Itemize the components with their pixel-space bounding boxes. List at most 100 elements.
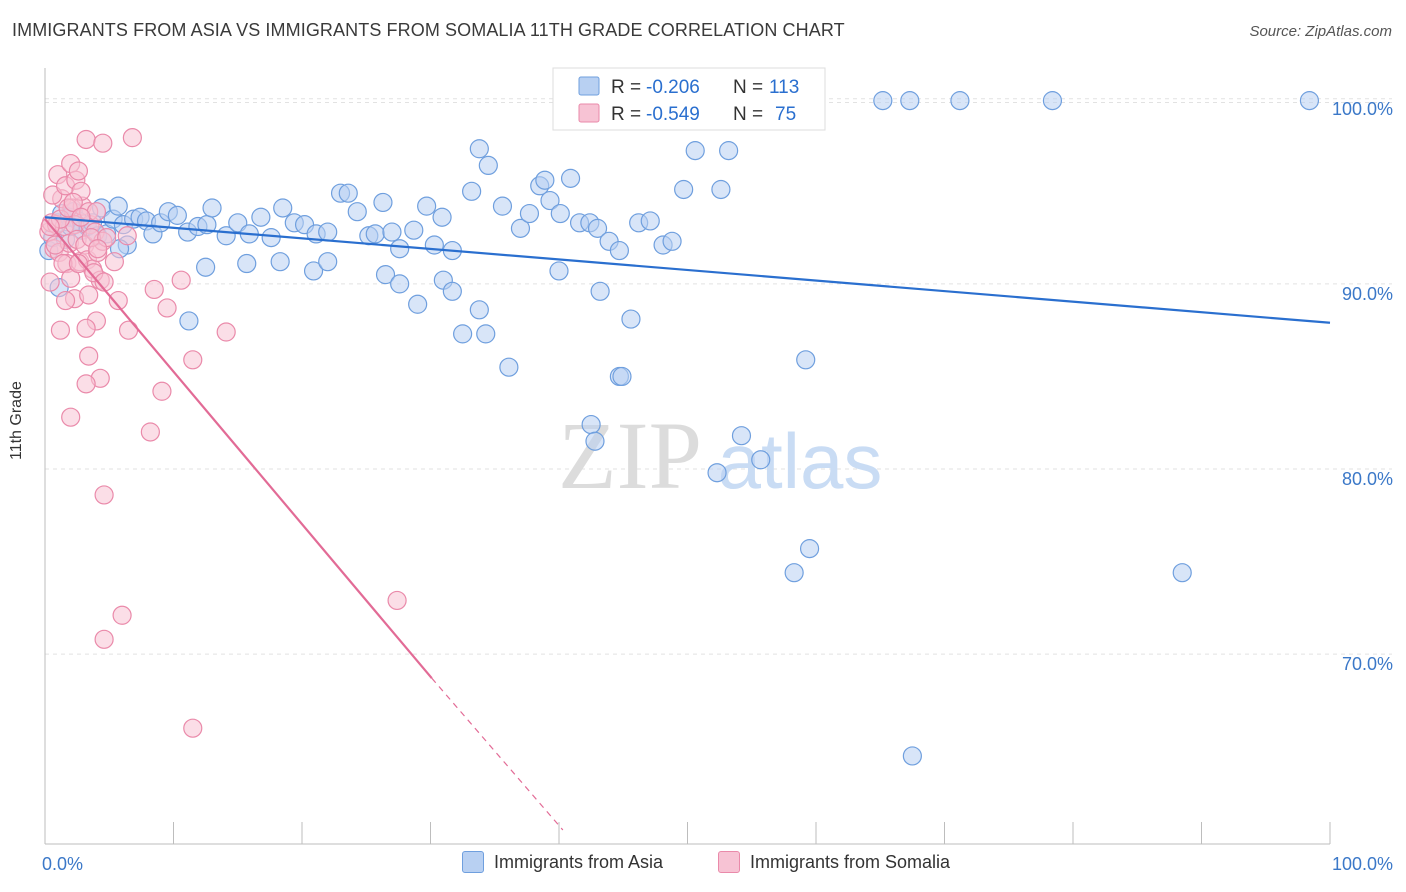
somalia-point-58 [216,322,236,342]
chart-title: IMMIGRANTS FROM ASIA VS IMMIGRANTS FROM … [12,20,845,40]
asia-point-73 [685,141,705,161]
legend-n-value-asia: 113 [769,77,799,98]
somalia-point-27 [68,161,89,181]
asia-point-113 [1172,563,1192,583]
asia-point-49 [424,235,444,255]
asia-point-71 [662,231,682,251]
trend-line-somalia [44,218,433,679]
asia-point-33 [261,228,281,248]
asia-point-41 [347,202,367,222]
somalia-point-68 [112,605,132,625]
asia-point-52 [462,181,482,201]
asia-point-82 [318,252,338,272]
series-somalia-points [39,128,407,738]
legend-item-asia[interactable]: Immigrants from Asia [462,851,663,873]
somalia-point-22 [43,185,63,205]
somalia-point-55 [50,320,71,340]
x-tick-labels: 0.0% 100.0% [42,854,1393,874]
trend-line-somalia-extension [431,677,564,831]
legend-label-somalia: Immigrants from Somalia [750,851,951,872]
chart-source: Source: ZipAtlas.com [1249,23,1392,40]
legend-item-somalia[interactable]: Immigrants from Somalia [718,851,950,873]
asia-point-43 [365,224,385,244]
legend-swatch-asia-bottom [462,851,484,873]
asia-point-30 [228,213,248,233]
asia-point-57 [519,203,540,224]
somalia-point-65 [140,422,160,442]
somalia-point-59 [183,350,203,370]
somalia-point-48 [108,290,128,311]
x-tick-label-0: 0.0% [42,854,83,874]
somalia-point-52 [79,285,99,305]
asia-point-47 [404,220,424,240]
legend-swatch-asia [578,76,600,96]
legend-r-label-asia: R = [611,77,641,98]
asia-point-54 [478,155,498,176]
asia-point-28 [202,198,222,218]
zipatlas-watermark: ZIP atlas [558,402,882,509]
asia-point-83 [375,265,396,285]
asia-point-101 [707,463,727,483]
somalia-point-66 [94,485,114,505]
somalia-point-63 [152,381,172,401]
asia-point-100 [731,426,752,446]
asia-point-95 [612,366,632,387]
somalia-point-50 [171,270,191,290]
asia-point-65 [587,218,608,238]
somalia-point-62 [76,374,96,394]
somalia-point-39 [104,252,124,272]
asia-point-112 [784,563,804,583]
y-tick-labels: 70.0% 80.0% 90.0% 100.0% [1332,99,1393,674]
somalia-point-44 [68,253,89,274]
somalia-point-54 [76,318,96,338]
asia-point-40 [338,183,358,203]
asia-point-48 [417,196,437,216]
somalia-point-70 [183,718,203,738]
asia-point-78 [196,257,216,277]
legend-swatch-somalia-bottom [718,851,740,873]
asia-point-60 [540,190,560,211]
y-tick-label-0: 70.0% [1342,654,1393,674]
series-legend: Immigrants from Asia Immigrants from Som… [0,851,1406,877]
somalia-point-31 [122,128,142,148]
asia-point-62 [560,168,581,188]
somalia-point-57 [157,298,177,318]
somalia-point-34 [63,192,83,213]
asia-point-32 [251,207,271,227]
somalia-point-69 [94,629,114,649]
asia-point-85 [408,294,428,314]
legend-swatch-somalia [578,103,600,123]
asia-point-84 [390,274,410,294]
asia-point-75 [719,141,739,161]
correlation-legend: R = -0.206 N = 113 R = -0.549 N = 75 [552,67,826,131]
asia-point-15 [108,196,128,216]
asia-point-98 [581,414,601,435]
legend-label-asia: Immigrants from Asia [494,851,664,872]
somalia-point-74 [71,207,91,227]
asia-point-91 [499,357,519,377]
trend-lines [44,216,1331,831]
legend-n-label-somalia: N = [733,104,763,125]
asia-point-80 [270,252,290,272]
asia-point-111 [799,539,820,559]
asia-point-61 [550,203,570,224]
series-asia-points [39,91,1320,766]
asia-point-103 [796,350,816,370]
y-tick-label-2: 90.0% [1342,284,1393,304]
asia-point-109 [1299,91,1320,111]
asia-point-24 [167,205,187,225]
asia-point-97 [179,311,199,331]
asia-point-88 [469,300,489,320]
asia-point-46 [390,239,410,259]
asia-point-79 [237,253,257,274]
somalia-point-71 [40,272,60,292]
somalia-point-64 [61,407,81,427]
somalia-point-29 [76,129,96,150]
asia-point-50 [432,207,452,227]
legend-r-value-asia: -0.206 [646,77,700,98]
asia-point-92 [549,261,569,281]
trend-line-asia [44,216,1331,324]
asia-point-96 [621,309,641,329]
somalia-point-56 [118,320,139,340]
